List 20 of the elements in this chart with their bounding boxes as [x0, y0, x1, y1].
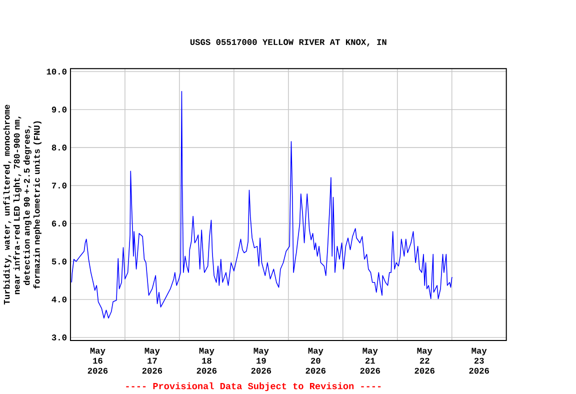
y-tick-label: 7.0	[52, 182, 66, 188]
y-tick-label: 9.0	[52, 106, 66, 112]
y-tick-label: 4.0	[52, 296, 66, 302]
x-tick-label: May 20 2026	[306, 348, 326, 374]
y-tick-label: 5.0	[52, 258, 66, 264]
text: ---- Provisional Data Subject to Revision ----	[126, 382, 381, 391]
x-tick-label: May 16 2026	[88, 348, 108, 374]
chart-title: USGS 05517000 YELLOW RIVER AT KNOX, IN	[190, 38, 386, 46]
x-tick-label: May 19 2026	[251, 348, 272, 374]
y-axis-title: Turbidity, water, unfiltered, monochrome near infra-red LED light, 780-900 nm, detection angle 90 +-2.5 degrees, formazin nephelometric units (FNU)	[3, 104, 42, 304]
x-tick-label: May 21 2026	[360, 348, 380, 374]
y-tick-label: 3.0	[52, 334, 66, 340]
x-tick-label: May 22 2026	[414, 348, 434, 374]
x-tick-label: May 18 2026	[196, 348, 217, 374]
line-series	[71, 90, 453, 318]
y-tick-label: 8.0	[52, 144, 66, 150]
y-tick-label: 6.0	[52, 220, 66, 226]
y-tick-label: 10.0	[46, 68, 66, 74]
x-tick-label: May 23 2026	[469, 348, 489, 374]
x-tick-label: May 17 2026	[142, 348, 162, 374]
